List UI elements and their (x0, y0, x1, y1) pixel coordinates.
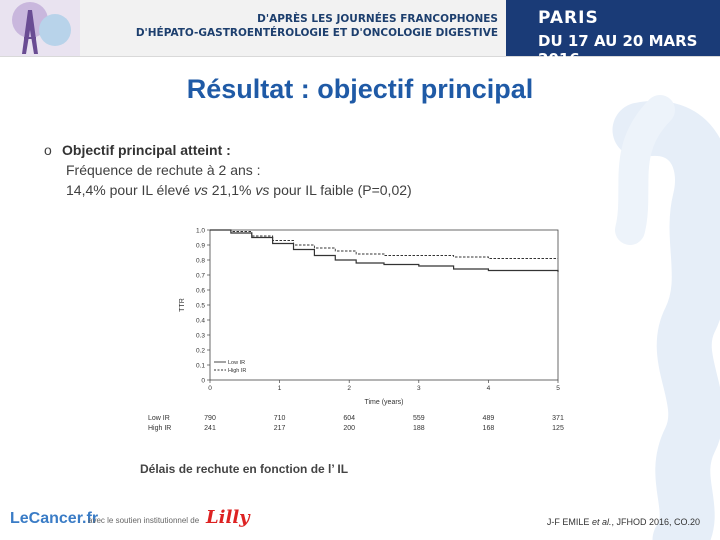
conference-name: D'APRÈS LES JOURNÉES FRANCOPHONES D'HÉPA… (136, 12, 498, 40)
y-tick-label: 0.7 (196, 273, 205, 280)
kaplan-meier-chart: 0 0.1 0.2 0.3 0.4 0.5 0.6 0.7 0.8 0.9 1.0 0 1 2 3 4 5 Tim… (148, 228, 564, 433)
x-tick-label: 4 (487, 385, 491, 392)
y-tick-label: 0.2 (196, 348, 205, 355)
at-risk-value: 188 (413, 425, 425, 432)
result-summary: o Objectif principal atteint : Fréquence … (44, 140, 412, 200)
reference: J-F EMILE et al., JFHOD 2016, CO.20 (546, 517, 700, 527)
at-risk-row-label: Low IR (148, 415, 170, 422)
eiffel-tower-logo (0, 0, 80, 56)
y-tick-label: 0.3 (196, 333, 205, 340)
legend-label: High IR (228, 368, 246, 374)
bullet-heading: Objectif principal atteint : (62, 142, 231, 158)
city-date-box: PARIS DU 17 AU 20 MARS 2016 (506, 0, 720, 68)
conference-line-1: D'APRÈS LES JOURNÉES FRANCOPHONES (257, 13, 498, 25)
chart-caption: Délais de rechute en fonction de l’ IL (140, 462, 349, 476)
y-tick-label: 0 (201, 378, 205, 385)
slide-title: Résultat : objectif principal (186, 74, 534, 104)
relapse-frequency-values: 14,4% pour IL élevé vs 21,1% vs pour IL … (66, 182, 412, 198)
legend-label: Low IR (228, 360, 245, 366)
plot-frame (209, 229, 559, 381)
intestine-decoration (612, 95, 720, 540)
at-risk-value: 125 (552, 425, 564, 432)
y-tick-label: 0.5 (196, 303, 205, 310)
at-risk-value: 790 (204, 415, 216, 422)
x-axis-label: Time (years) (364, 399, 403, 406)
dates-label: DU 17 AU 20 MARS 2016 (538, 32, 698, 68)
x-tick-label: 0 (208, 385, 212, 392)
relapse-frequency-label: Fréquence de rechute à 2 ans : (66, 162, 261, 178)
at-risk-value: 559 (413, 415, 425, 422)
x-tick-label: 2 (347, 385, 351, 392)
at-risk-value: 200 (343, 425, 355, 432)
at-risk-value: 710 (274, 415, 286, 422)
x-tick-label: 3 (417, 385, 421, 392)
y-tick-label: 0.1 (196, 363, 205, 370)
at-risk-row-label: High IR (148, 425, 171, 432)
y-tick-label: 0.6 (196, 288, 205, 295)
y-tick-label: 0.8 (196, 258, 205, 265)
series-line-high-ir (210, 229, 558, 259)
x-tick-label: 5 (556, 385, 560, 392)
at-risk-value: 371 (552, 415, 564, 422)
y-axis-label: TTR (179, 298, 186, 312)
at-risk-value: 217 (274, 425, 286, 432)
at-risk-value: 604 (343, 415, 355, 422)
series-line-low-ir (210, 229, 559, 272)
header-banner: D'APRÈS LES JOURNÉES FRANCOPHONES D'HÉPA… (0, 0, 720, 68)
lilly-logo: Lilly (206, 507, 250, 528)
city-label: PARIS (538, 8, 599, 28)
lecancer-logo: LeCancer.fr (10, 510, 99, 527)
x-tick-label: 1 (278, 385, 282, 392)
y-tick-label: 0.4 (196, 318, 205, 325)
support-text: avec le soutien institutionnel de (88, 516, 200, 525)
y-tick-label: 0.9 (196, 243, 205, 250)
y-tick-label: 1.0 (196, 228, 205, 235)
bullet-marker: o (44, 142, 52, 158)
at-risk-value: 241 (204, 425, 216, 432)
at-risk-value: 168 (483, 425, 495, 432)
at-risk-value: 489 (483, 415, 495, 422)
conference-line-2: D'HÉPATO-GASTROENTÉROLOGIE ET D'ONCOLOGI… (135, 27, 498, 39)
